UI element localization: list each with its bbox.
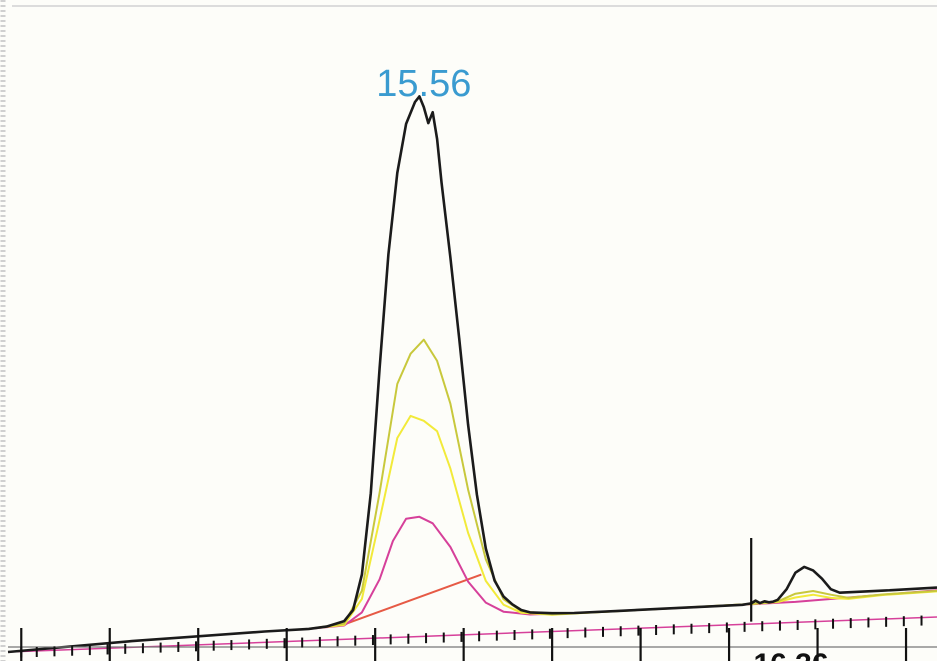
integration-line — [343, 573, 482, 626]
plot-area — [7, 95, 937, 654]
trace-black — [7, 95, 937, 654]
x-tick-label: 16.36 — [753, 648, 828, 661]
peak-labels: 15.56 16.36 — [376, 63, 828, 661]
peak-label-retention-time: 15.56 — [376, 63, 471, 105]
trace-yellow — [308, 414, 937, 630]
baseline-trace — [7, 616, 937, 653]
x-axis — [8, 615, 937, 661]
